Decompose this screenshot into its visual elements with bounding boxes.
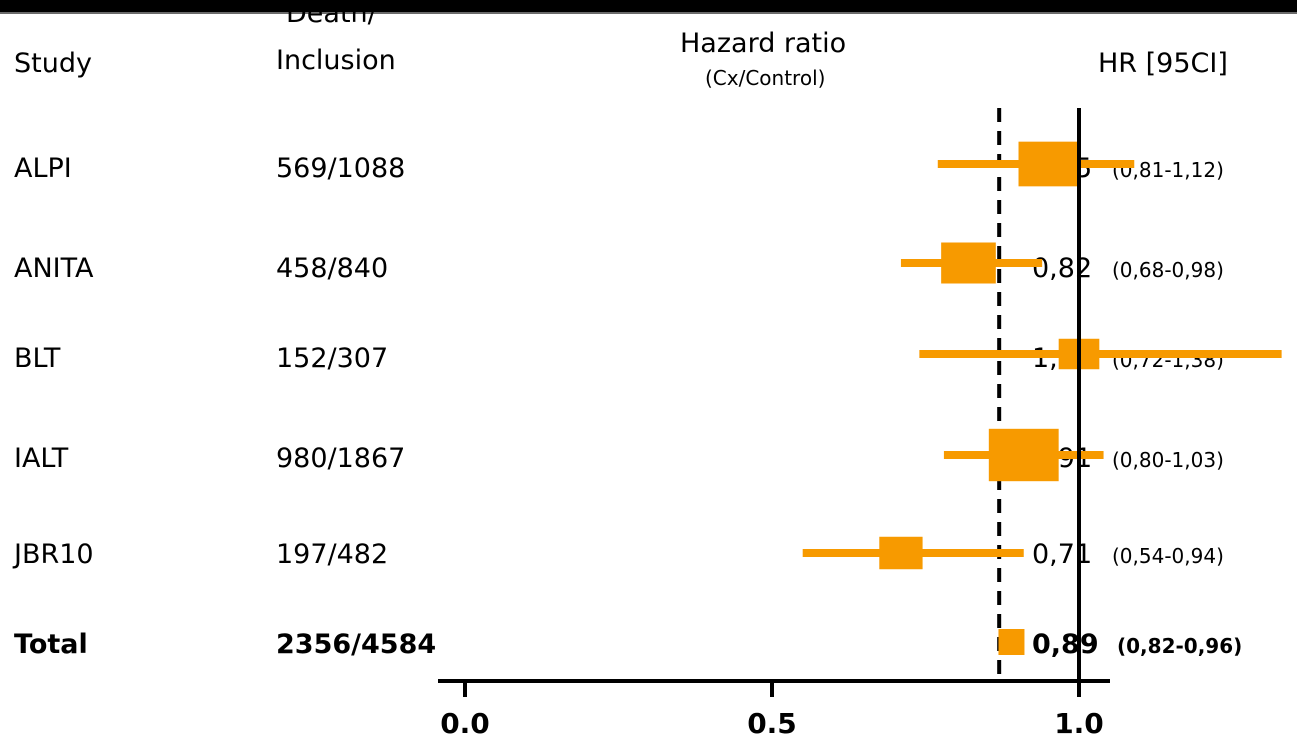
- hr-marker: [879, 536, 923, 570]
- hr-marker: [1018, 141, 1079, 187]
- study-name: IALT: [14, 443, 69, 474]
- confidence-interval: (0,81-1,12): [1112, 158, 1224, 182]
- header-hr-ci: HR [95CI]: [1098, 48, 1228, 79]
- study-name: Total: [14, 629, 88, 660]
- top-border: [0, 0, 1297, 12]
- header-hazard-ratio: Hazard ratio: [680, 28, 847, 59]
- confidence-interval: (0,68-0,98): [1112, 258, 1224, 282]
- header-hazard-subtitle: (Cx/Control): [705, 66, 826, 90]
- study-name: BLT: [14, 343, 61, 374]
- x-tick-label: 1.0: [1054, 707, 1104, 737]
- top-border-line: [0, 12, 1297, 14]
- x-tick-label: 0.0: [440, 707, 490, 737]
- hr-marker: [998, 629, 1025, 655]
- hr-marker: [941, 242, 996, 284]
- header-death-line1: Death/: [286, 0, 377, 29]
- x-tick-label: 0.5: [747, 707, 797, 737]
- confidence-interval: (0,80-1,03): [1112, 448, 1224, 472]
- death-inclusion-count: 569/1088: [276, 153, 406, 184]
- death-inclusion-count: 2356/4584: [276, 629, 437, 660]
- header-death-line2: Inclusion: [276, 45, 396, 76]
- confidence-interval: (0,54-0,94): [1112, 544, 1224, 568]
- death-inclusion-count: 197/482: [276, 539, 389, 570]
- header-study: Study: [14, 48, 92, 79]
- confidence-interval: (0,82-0,96): [1117, 634, 1243, 658]
- study-name: ANITA: [14, 253, 94, 284]
- study-name: JBR10: [14, 539, 94, 570]
- death-inclusion-count: 152/307: [276, 343, 389, 374]
- death-inclusion-count: 458/840: [276, 253, 389, 284]
- death-inclusion-count: 980/1867: [276, 443, 406, 474]
- hazard-ratio-value: 0,89: [1032, 629, 1099, 660]
- hazard-ratio-value: 0,71: [1032, 539, 1093, 570]
- hr-marker: [988, 428, 1059, 482]
- study-name: ALPI: [14, 153, 72, 184]
